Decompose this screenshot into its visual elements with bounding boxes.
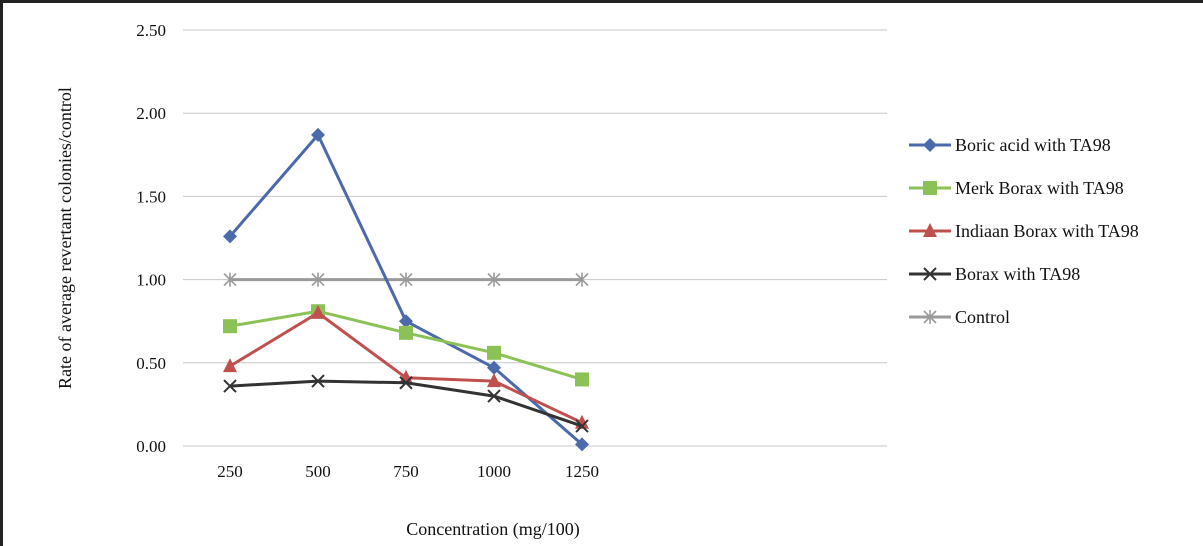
legend-label: Indiaan Borax with TA98 (955, 221, 1139, 241)
data-point (487, 373, 501, 388)
x-tick-label: 750 (393, 462, 419, 481)
x-axis-ticks: 250 500 750 1000 1250 (217, 462, 599, 481)
x-axis-label: Concentration (mg/100) (406, 519, 579, 540)
legend-marker (923, 267, 937, 281)
data-point (399, 272, 413, 287)
x-tick-label: 500 (305, 462, 331, 481)
series-layer (223, 127, 589, 452)
x-tick-label: 1250 (565, 462, 599, 481)
legend-item: Boric acid with TA98 (909, 135, 1111, 155)
legend-label: Merk Borax with TA98 (955, 178, 1124, 198)
data-point (223, 229, 237, 244)
y-tick-label: 2.50 (136, 21, 166, 40)
x-tick-label: 250 (217, 462, 243, 481)
data-point (311, 304, 325, 319)
data-point (311, 272, 325, 287)
data-point (311, 374, 325, 388)
data-point (487, 389, 501, 403)
data-point (311, 127, 325, 142)
legend-item: Indiaan Borax with TA98 (909, 221, 1139, 241)
data-point (487, 272, 501, 287)
y-axis-label: Rate of average revertant colonies/contr… (55, 87, 75, 389)
line-chart: 0.00 0.50 1.00 1.50 2.00 2.50 250 500 750 1000 12… (55, 21, 1139, 540)
y-tick-label: 0.50 (136, 354, 166, 373)
data-point (399, 325, 413, 340)
x-tick-label: 1000 (477, 462, 511, 481)
data-point (487, 345, 501, 360)
legend-label: Boric acid with TA98 (955, 135, 1111, 155)
legend-marker (923, 138, 937, 152)
legend-marker (923, 223, 937, 237)
series-boric-acid-with-ta98 (223, 127, 589, 452)
data-point (575, 437, 589, 452)
legend-marker (923, 181, 937, 195)
data-point (223, 379, 237, 393)
series-line (229, 379, 583, 428)
y-axis-ticks: 0.00 0.50 1.00 1.50 2.00 2.50 (136, 21, 166, 456)
legend-label: Control (955, 307, 1010, 327)
y-tick-label: 1.00 (136, 271, 166, 290)
legend-item: Borax with TA98 (909, 264, 1080, 284)
legend-label: Borax with TA98 (955, 264, 1080, 284)
y-tick-label: 0.00 (136, 437, 166, 456)
data-point (575, 419, 589, 433)
legend: Boric acid with TA98 Merk Borax with TA98… (909, 135, 1139, 327)
series-borax-with-ta98 (223, 374, 589, 433)
data-point (399, 314, 413, 329)
data-point (223, 319, 237, 334)
data-point (575, 272, 589, 287)
data-point (223, 358, 237, 373)
legend-item: Control (909, 307, 1010, 327)
series-merk-borax-with-ta98 (223, 304, 589, 387)
legend-item: Merk Borax with TA98 (909, 178, 1124, 198)
legend-marker (923, 310, 937, 324)
data-point (399, 376, 413, 390)
data-point (487, 360, 501, 375)
series-control (223, 272, 589, 287)
data-point (575, 372, 589, 387)
y-tick-label: 1.50 (136, 187, 166, 206)
data-point (223, 272, 237, 287)
y-tick-label: 2.00 (136, 104, 166, 123)
